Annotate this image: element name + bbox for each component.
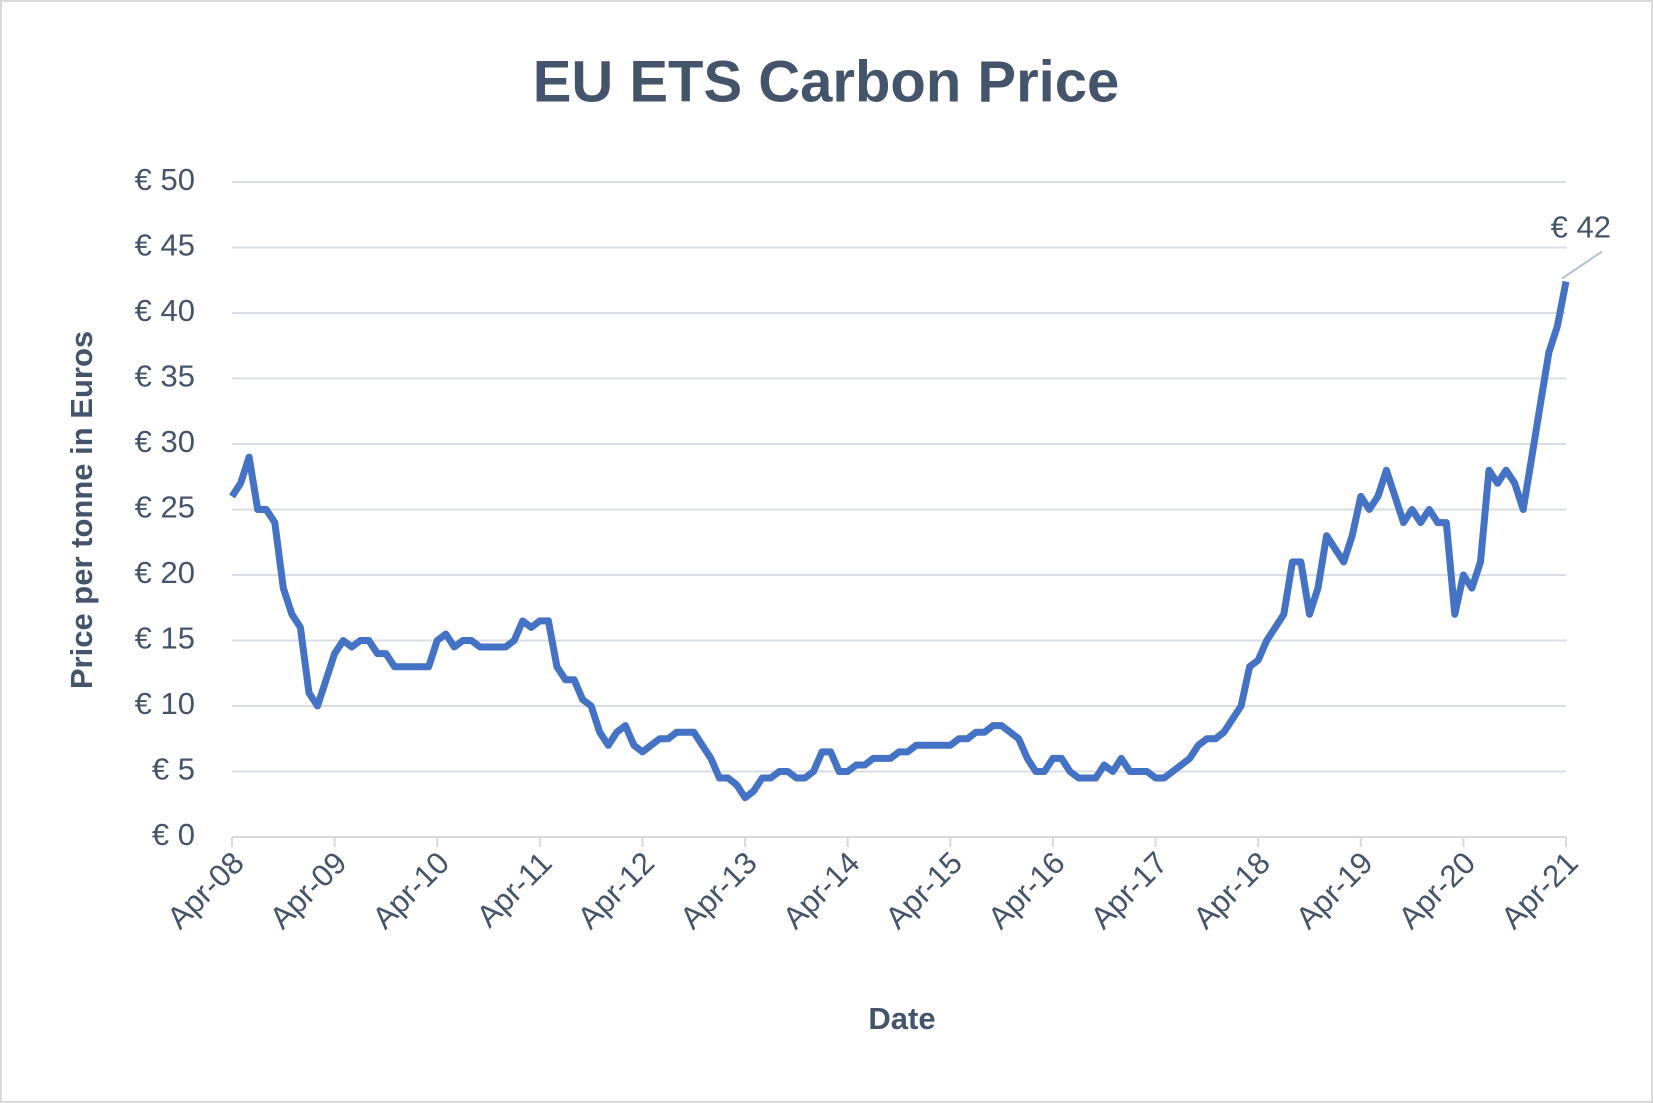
y-axis-title: Price per tonne in Euros: [64, 331, 99, 689]
price-line: [229, 280, 1570, 802]
y-tick-label: € 35: [135, 359, 195, 394]
chart-title: EU ETS Carbon Price: [533, 49, 1120, 114]
y-tick-label: € 10: [135, 686, 195, 721]
y-tick-label: € 50: [135, 162, 195, 197]
y-tick-label: € 25: [135, 490, 195, 525]
x-axis-title: Date: [868, 1001, 935, 1036]
y-tick-label: € 40: [135, 293, 195, 328]
y-tick-label: € 30: [135, 424, 195, 459]
data-label: € 42: [1551, 210, 1611, 245]
label-leader: [1561, 250, 1603, 280]
y-tick-label: € 15: [135, 621, 195, 656]
y-tick-label: € 0: [152, 817, 195, 852]
y-tick-label: € 45: [135, 228, 195, 263]
y-tick-label: € 5: [152, 752, 195, 787]
y-tick-label: € 20: [135, 555, 195, 590]
